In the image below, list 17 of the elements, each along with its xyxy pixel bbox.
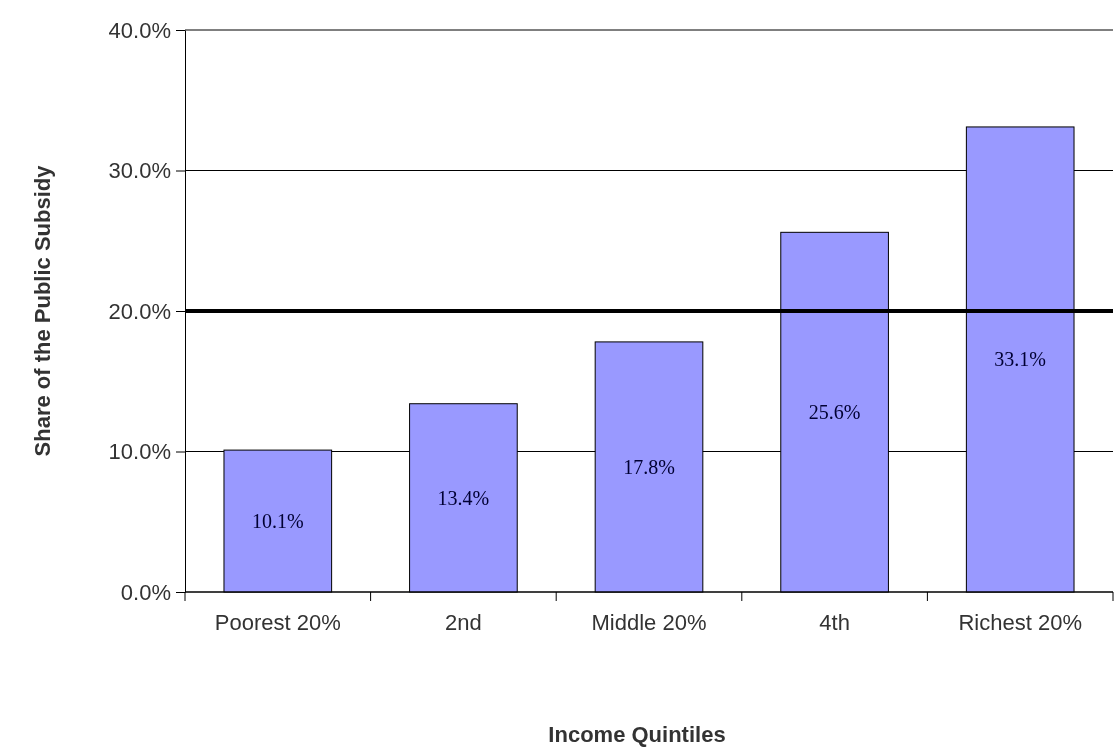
x-tick-label: Middle 20%: [591, 610, 707, 635]
data-label: 13.4%: [437, 486, 490, 509]
x-tick-label: Richest 20%: [958, 610, 1082, 635]
y-tick-label: 0.0%: [120, 579, 171, 605]
x-axis-title: Income Quintiles: [548, 722, 726, 747]
data-label: 33.1%: [994, 348, 1047, 371]
x-tick-label: 2nd: [445, 610, 482, 635]
y-axis-title: Share of the Public Subsidy: [30, 164, 55, 457]
y-tick-label: 30.0%: [108, 158, 171, 184]
data-label: 10.1%: [251, 510, 304, 533]
y-tick-label: 10.0%: [108, 439, 171, 465]
x-tick-label: 4th: [819, 610, 850, 635]
data-label: 17.8%: [623, 455, 675, 478]
y-tick-label: 40.0%: [108, 17, 171, 43]
y-tick-label: 20.0%: [108, 298, 171, 324]
data-label: 25.6%: [808, 401, 861, 424]
x-tick-label: Poorest 20%: [214, 610, 341, 635]
